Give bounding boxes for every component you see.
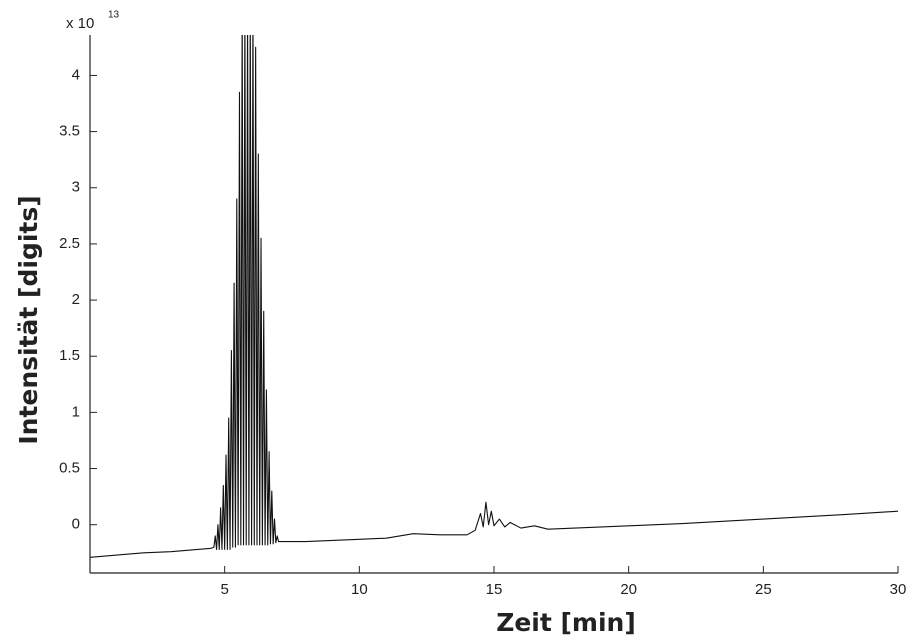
y-tick-label: 3	[72, 179, 80, 196]
plot-area	[90, 35, 898, 558]
y-multiplier: x 10	[66, 15, 94, 32]
x-tick-label: 30	[890, 581, 907, 598]
y-tick-label: 1	[72, 403, 80, 420]
x-tick-label: 25	[755, 581, 772, 598]
y-exponent: 13	[108, 10, 120, 21]
x-axis-title: Zeit [min]	[496, 608, 636, 637]
x-tick-label: 20	[620, 581, 637, 598]
x-tick-label: 5	[220, 581, 228, 598]
x-tick-label: 15	[486, 581, 503, 598]
y-tick-label: 0.5	[59, 460, 80, 477]
y-tick-label: 3.5	[59, 123, 80, 140]
y-tick-label: 2.5	[59, 235, 80, 252]
y-axis-title: Intensität [digits]	[14, 195, 43, 444]
y-tick-label: 2	[72, 291, 80, 308]
x-tick-label: 10	[351, 581, 368, 598]
y-tick-label: 1.5	[59, 347, 80, 364]
y-tick-label: 0	[72, 516, 80, 533]
y-tick-label: 4	[72, 66, 80, 83]
data-line	[90, 35, 898, 558]
